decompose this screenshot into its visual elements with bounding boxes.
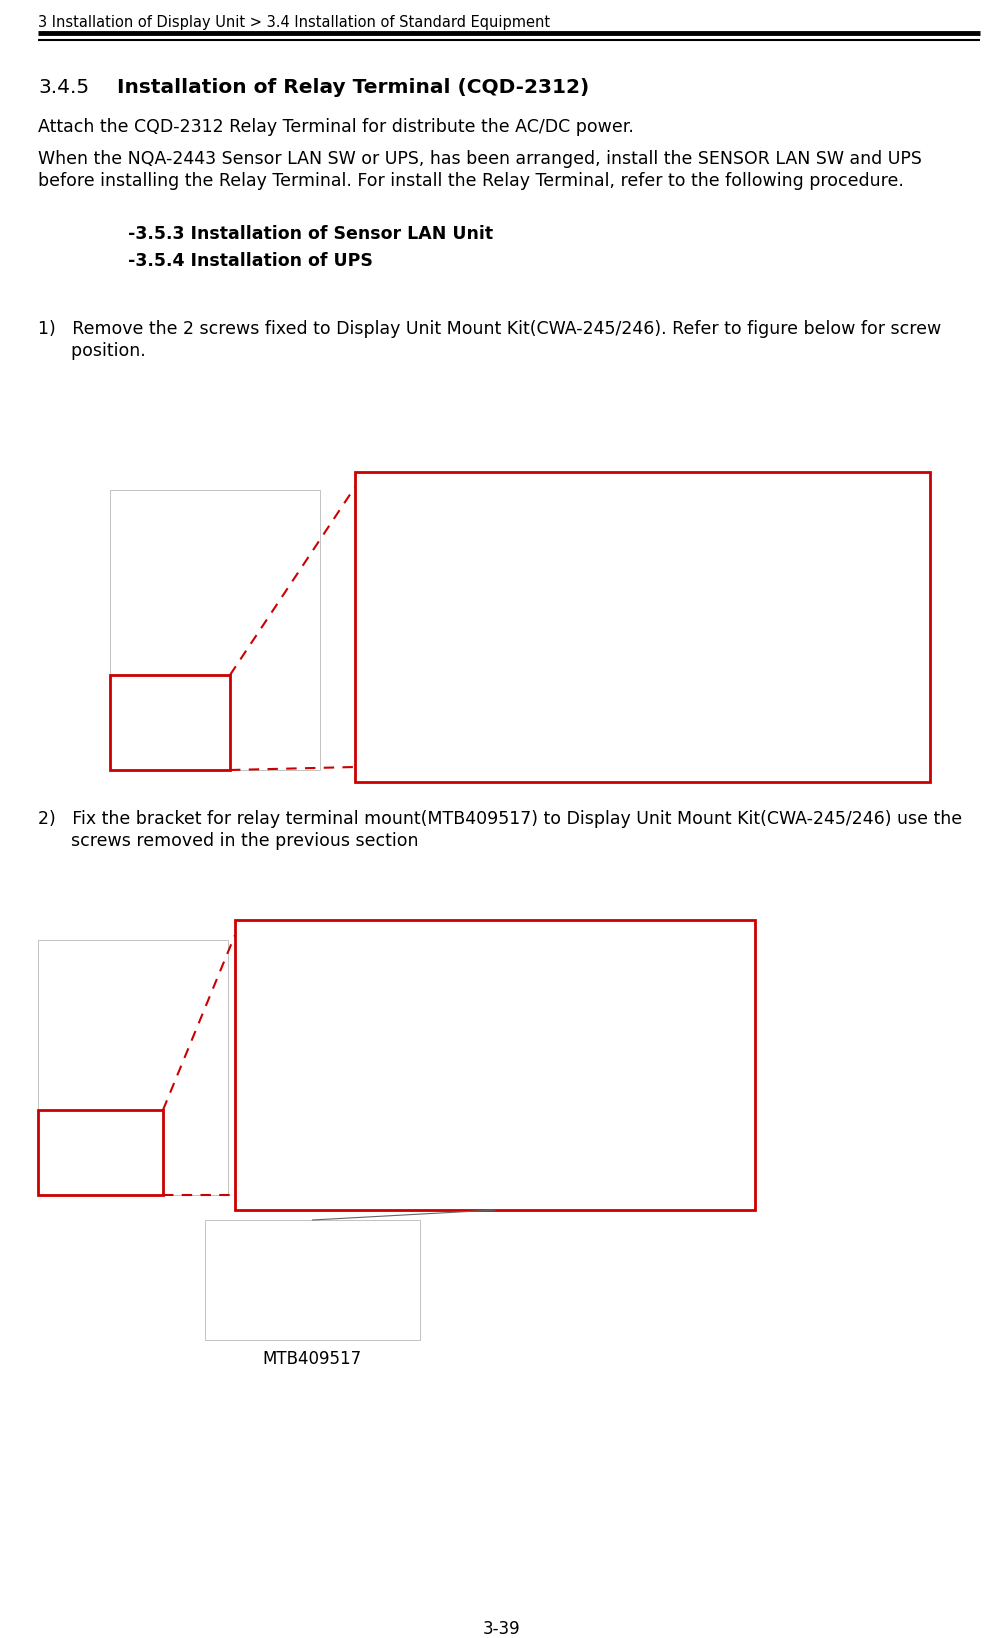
Bar xyxy=(110,675,230,770)
Text: When the NQA-2443 Sensor LAN SW or UPS, has been arranged, install the SENSOR LA: When the NQA-2443 Sensor LAN SW or UPS, … xyxy=(38,151,922,169)
Bar xyxy=(110,490,320,770)
Text: 3 Installation of Display Unit > 3.4 Installation of Standard Equipment: 3 Installation of Display Unit > 3.4 Ins… xyxy=(38,15,550,29)
Text: position.: position. xyxy=(38,342,146,360)
Bar xyxy=(205,1220,420,1340)
Text: Installation of Relay Terminal (CQD-2312): Installation of Relay Terminal (CQD-2312… xyxy=(96,79,589,97)
Text: Attach the CQD-2312 Relay Terminal for distribute the AC/DC power.: Attach the CQD-2312 Relay Terminal for d… xyxy=(38,118,634,136)
Text: screws removed in the previous section: screws removed in the previous section xyxy=(38,832,418,850)
Bar xyxy=(355,472,930,781)
Bar xyxy=(38,1111,163,1196)
Text: 3.4.5: 3.4.5 xyxy=(38,79,89,97)
Bar xyxy=(235,921,755,1210)
Text: 3-39: 3-39 xyxy=(483,1620,521,1638)
Text: 1)   Remove the 2 screws fixed to Display Unit Mount Kit(CWA-245/246). Refer to : 1) Remove the 2 screws fixed to Display … xyxy=(38,319,942,337)
Text: -3.5.4 Installation of UPS: -3.5.4 Installation of UPS xyxy=(128,252,373,270)
Text: MTB409517: MTB409517 xyxy=(262,1350,362,1368)
Text: 2)   Fix the bracket for relay terminal mount(MTB409517) to Display Unit Mount K: 2) Fix the bracket for relay terminal mo… xyxy=(38,811,962,827)
Text: -3.5.3 Installation of Sensor LAN Unit: -3.5.3 Installation of Sensor LAN Unit xyxy=(128,224,493,242)
Bar xyxy=(38,940,228,1196)
Text: before installing the Relay Terminal. For install the Relay Terminal, refer to t: before installing the Relay Terminal. Fo… xyxy=(38,172,903,190)
